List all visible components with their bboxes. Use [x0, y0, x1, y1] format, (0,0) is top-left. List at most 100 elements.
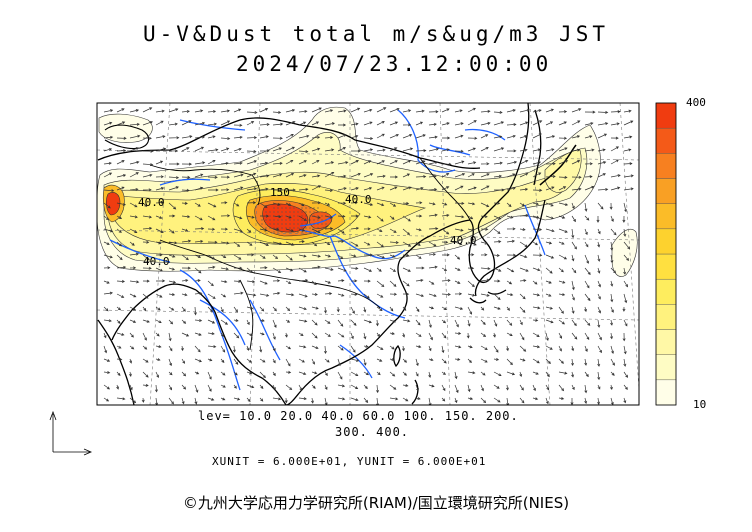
stipple-dot: [297, 231, 299, 233]
wind-arrow: [142, 240, 150, 244]
wind-arrow: [480, 215, 488, 219]
stipple-dot: [285, 215, 287, 217]
wind-arrow: [363, 371, 370, 376]
stipple-dot: [297, 227, 299, 229]
wind-arrow: [142, 266, 152, 270]
wind-arrow: [259, 397, 264, 402]
wind-arrow: [298, 254, 307, 258]
wind-arrow: [116, 149, 127, 153]
wind-arrow: [441, 332, 447, 339]
wind-arrow: [506, 160, 518, 165]
stipple-dot: [321, 223, 323, 225]
wind-arrow: [311, 358, 315, 365]
wind-arrow: [129, 332, 134, 338]
wind-arrow: [597, 345, 602, 354]
wind-arrow: [610, 122, 620, 126]
wind-arrow: [480, 293, 490, 297]
wind-arrow: [129, 293, 137, 298]
wind-arrow: [338, 123, 347, 127]
wind-arrow: [467, 241, 477, 246]
wind-arrow: [506, 239, 516, 243]
wind-arrow: [272, 136, 283, 140]
stipple-dot: [289, 223, 291, 225]
wind-arrow: [597, 241, 601, 248]
wind-arrow: [519, 267, 529, 272]
wind-arrow: [168, 293, 176, 297]
wind-arrow: [103, 215, 109, 221]
wind-arrow: [558, 293, 566, 297]
wind-arrow: [181, 239, 192, 243]
stipple-dot: [269, 211, 271, 213]
wind-arrow: [558, 280, 566, 284]
wind-arrow: [480, 121, 491, 126]
wind-arrow: [311, 160, 320, 165]
stipple-dot: [309, 231, 311, 233]
wind-arrow: [519, 358, 526, 362]
wind-arrow: [623, 135, 633, 139]
wind-arrow: [155, 358, 161, 362]
wind-arrow: [597, 202, 604, 210]
colorbar-swatch: [655, 304, 677, 330]
wind-arrow: [220, 254, 227, 258]
wind-arrow: [571, 241, 577, 250]
wind-arrow: [376, 228, 383, 232]
wind-arrow: [285, 370, 292, 374]
wind-arrow: [272, 397, 282, 401]
wind-arrow: [441, 345, 445, 354]
wind-arrow: [480, 345, 488, 350]
wind-arrow: [350, 306, 355, 314]
wind-arrow: [402, 332, 406, 338]
wind-arrow: [168, 358, 173, 367]
wind-arrow: [584, 319, 591, 326]
wind-arrow: [324, 254, 332, 258]
stipple-dot: [285, 227, 287, 229]
wind-arrow: [454, 173, 466, 178]
wind-arrow: [610, 371, 615, 376]
wind-arrow: [584, 228, 588, 236]
wind-arrow: [441, 240, 449, 244]
wind-arrow: [467, 319, 471, 327]
wind-arrow: [194, 227, 205, 231]
wind-arrow: [441, 319, 447, 324]
stipple-dot: [273, 207, 275, 209]
wind-arrow: [207, 319, 216, 324]
wind-arrow: [376, 120, 385, 126]
wind-arrow: [597, 161, 607, 165]
wind-arrow: [207, 240, 218, 244]
wind-arrow: [493, 384, 500, 389]
wind-arrow: [415, 306, 420, 313]
wind-arrow: [415, 254, 422, 259]
wind-arrow: [207, 122, 218, 126]
wind-arrow: [596, 216, 600, 223]
wind-arrow: [350, 187, 359, 191]
stipple-dot: [301, 215, 303, 217]
wind-arrow: [571, 228, 575, 239]
wind-arrow: [298, 134, 310, 139]
wind-arrow: [558, 186, 567, 191]
colorbar-swatch: [655, 228, 677, 255]
wind-arrow: [376, 280, 385, 288]
wind-arrow: [376, 241, 384, 248]
wind-arrow: [350, 319, 357, 326]
wind-arrow: [389, 215, 395, 220]
wind-arrow: [220, 109, 230, 113]
wind-arrow: [116, 306, 122, 311]
wind-arrow: [610, 306, 614, 313]
wind-arrow: [558, 358, 564, 364]
wind-arrow: [141, 397, 145, 403]
stipple-dot: [273, 211, 275, 213]
wind-arrow: [311, 345, 319, 350]
wind-arrow: [428, 345, 432, 352]
wind-arrow: [350, 160, 359, 165]
wind-arrow: [337, 384, 346, 388]
colorbar-swatch: [655, 203, 677, 230]
stipple-dot: [273, 215, 275, 217]
wind-arrow: [480, 146, 489, 152]
wind-arrow: [441, 148, 450, 152]
wind-arrow: [623, 109, 632, 113]
wind-arrow: [220, 358, 225, 363]
wind-arrow: [623, 280, 629, 288]
wind-arrow: [441, 173, 450, 178]
wind-arrow: [168, 108, 179, 113]
wind-arrow: [129, 241, 135, 246]
